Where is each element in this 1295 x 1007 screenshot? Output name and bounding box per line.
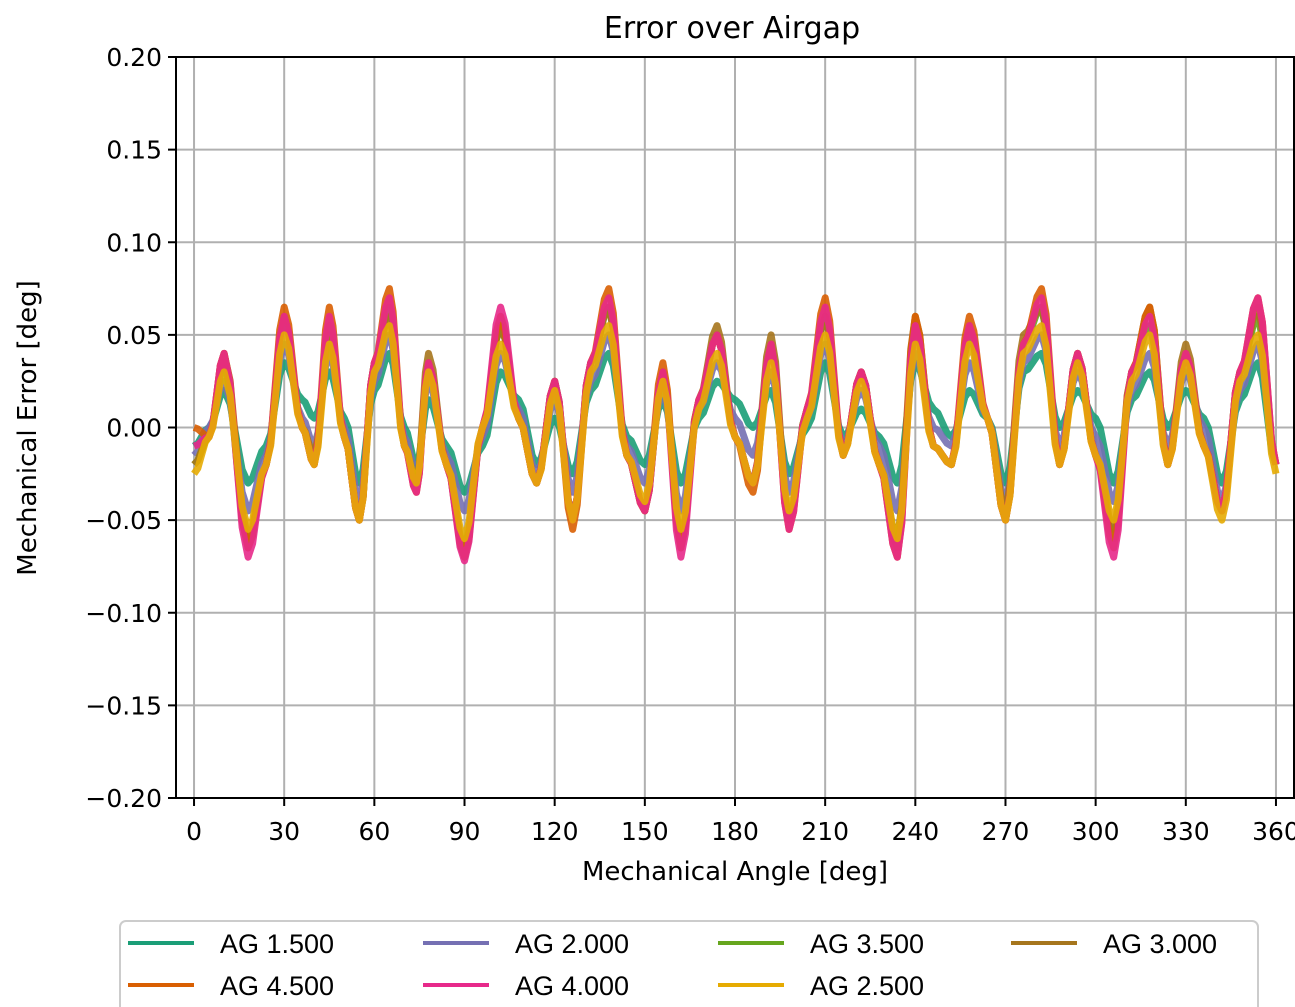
x-tick-label: 270 (982, 817, 1030, 846)
x-tick-label: 180 (711, 817, 759, 846)
x-tick-label: 300 (1072, 817, 1120, 846)
legend-entry: AG 4.500 (128, 971, 334, 1001)
y-tick-label: −0.20 (85, 784, 162, 813)
legend: AG 1.500 AG 2.000 AG 3.500 AG 3.000 AG 4.500… (119, 920, 1259, 1007)
legend-box (119, 920, 1259, 1007)
y-tick-label: 0.20 (106, 43, 162, 72)
x-tick-label: 240 (891, 817, 939, 846)
y-tick-label: 0.05 (106, 321, 162, 350)
legend-label: AG 2.500 (810, 971, 924, 1001)
y-axis: 0.20 0.15 0.10 0.05 0.00 −0.05 −0.10 −0.15 −0.20 (85, 43, 176, 813)
x-tick-label: 360 (1252, 817, 1295, 846)
legend-label: AG 1.500 (220, 929, 334, 959)
x-tick-label: 210 (801, 817, 849, 846)
x-tick-label: 330 (1162, 817, 1210, 846)
legend-label: AG 3.500 (810, 929, 924, 959)
x-tick-label: 150 (621, 817, 669, 846)
x-axis-label: Mechanical Angle [deg] (582, 857, 888, 887)
legend-entry: AG 4.000 (423, 971, 629, 1001)
x-axis: 0 30 60 90 120 150 180 210 240 270 300 330 360 (186, 798, 1295, 846)
y-tick-label: 0.15 (106, 136, 162, 165)
y-tick-label: 0.10 (106, 228, 162, 257)
y-tick-label: −0.10 (85, 599, 162, 628)
x-tick-label: 120 (531, 817, 579, 846)
legend-entry: AG 1.500 (128, 929, 334, 959)
x-tick-label: 90 (449, 817, 481, 846)
legend-entry: AG 2.000 (423, 929, 629, 959)
plot-area (191, 285, 1280, 565)
x-tick-label: 30 (268, 817, 300, 846)
legend-label: AG 3.000 (1103, 929, 1217, 959)
legend-label: AG 2.000 (515, 929, 629, 959)
legend-entry: AG 3.000 (1011, 929, 1217, 959)
legend-entry: AG 2.500 (718, 971, 924, 1001)
legend-label: AG 4.000 (515, 971, 629, 1001)
y-tick-label: −0.15 (85, 691, 162, 720)
y-tick-label: 0.00 (106, 414, 162, 443)
series-line (191, 322, 1280, 543)
x-tick-label: 60 (358, 817, 390, 846)
x-tick-label: 0 (186, 817, 202, 846)
legend-entry: AG 3.500 (718, 929, 924, 959)
legend-label: AG 4.500 (220, 971, 334, 1001)
y-tick-label: −0.05 (85, 506, 162, 535)
y-axis-label: Mechanical Error [deg] (13, 280, 43, 575)
chart-title: Error over Airgap (604, 11, 860, 46)
